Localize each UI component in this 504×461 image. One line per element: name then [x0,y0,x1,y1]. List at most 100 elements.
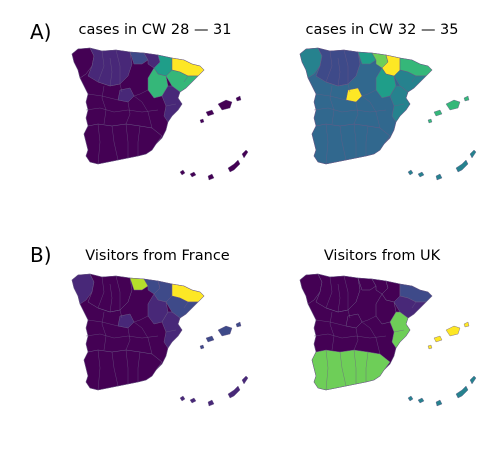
island-balearic [205,109,215,117]
province-border [109,283,113,313]
province-border [329,311,335,351]
island-canary [417,171,425,178]
island-balearic [463,321,470,328]
island-canary [227,385,241,399]
island-balearic [427,118,433,124]
island-balearic [199,118,205,124]
province-border [347,83,351,93]
province-border [315,93,347,101]
region-catalonia-south [393,295,427,319]
province-border [353,327,359,351]
island-balearic [433,335,443,343]
province-border [325,123,329,165]
province-border [325,349,329,391]
province-border [133,315,149,323]
island-canary [435,173,443,181]
province-border [343,275,349,310]
province-border [353,123,357,158]
province-border [339,351,347,387]
island-canary [189,397,197,404]
island-balearic [445,325,461,337]
province-border [133,89,149,97]
province-border [97,123,101,165]
province-border [393,329,405,333]
island-balearic [235,321,242,328]
region-catalonia-south [165,69,199,93]
island-canary [207,173,215,181]
region-valencia [389,85,411,123]
province-border [115,275,121,310]
province-border [313,107,387,113]
province-border [115,49,121,84]
province-border [137,351,141,382]
province-border [125,349,129,384]
island-canary [207,399,215,407]
region-galicia [299,47,323,79]
province-border [411,75,417,83]
region-basque [129,277,149,291]
region-catalonia-south [165,295,199,319]
region-valencia [161,311,183,349]
province-border [365,351,369,382]
province-border [111,351,119,387]
region-basque [357,277,377,291]
province-border [337,283,341,313]
province-border [85,333,159,339]
province-border [411,301,417,309]
province-border [183,301,189,309]
island-canary [455,159,469,173]
region-andalusia [311,349,391,391]
province-border [361,321,381,355]
province-border [133,95,153,129]
province-border [313,333,387,339]
province-border [315,319,347,327]
region-andalusia [83,349,163,391]
island-balearic [199,344,205,350]
province-border [97,349,101,391]
map-cases-cw32-35 [299,47,477,181]
region-galicia [299,273,323,305]
map-title-cw32-35: cases in CW 32 — 35 [305,22,459,38]
province-border [183,75,189,83]
region-valencia [161,85,183,123]
province-border [329,85,335,125]
province-border [125,327,131,351]
province-border [365,125,369,156]
region-basque [357,51,377,65]
island-canary [469,149,477,159]
province-border [125,101,131,125]
island-canary [417,397,425,404]
island-balearic [445,99,461,111]
panel-label-a: A) [30,20,52,44]
province-border [165,103,177,107]
island-balearic [217,325,233,337]
region-catalonia-south [393,69,427,93]
province-border [133,321,153,355]
province-border [101,311,107,351]
island-canary [469,375,477,385]
map-title-visitors-france: Visitors from France [85,248,230,264]
island-canary [407,395,414,402]
province-border [87,319,119,327]
province-border [353,101,359,125]
province-border [361,315,377,323]
island-balearic [433,109,443,117]
province-border [393,103,405,107]
province-border [109,57,113,87]
map-cases-cw28-31 [71,47,249,181]
map-title-visitors-uk: Visitors from UK [323,248,441,264]
province-border [361,95,381,129]
region-andalusia [83,123,163,165]
region-galicia [71,273,95,305]
island-canary [241,149,249,159]
province-border [325,276,333,309]
province-border [87,93,119,101]
panel-label-b: B) [30,243,52,267]
province-border [85,107,159,113]
province-border [325,50,333,83]
island-balearic [217,99,233,111]
island-balearic [463,95,470,102]
region-galicia [71,47,95,79]
island-balearic [427,344,433,350]
